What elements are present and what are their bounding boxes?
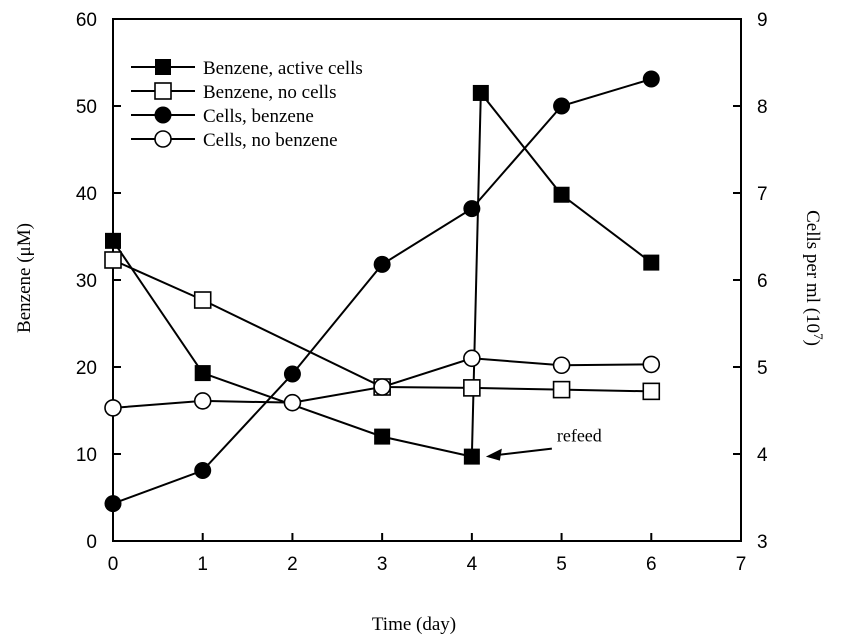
y-right-tick-label: 7 bbox=[757, 184, 768, 205]
y-left-tick-label: 20 bbox=[76, 358, 97, 379]
y-axis-right-title-exponent: 7 bbox=[812, 333, 827, 340]
series-line bbox=[112, 259, 652, 393]
x-tick-label: 4 bbox=[467, 554, 478, 575]
y-right-tick-label: 9 bbox=[757, 10, 768, 31]
series-open-circle bbox=[104, 349, 661, 417]
legend: Benzene, active cells Benzene, no cells Ce… bbox=[131, 58, 363, 151]
data-point bbox=[194, 365, 211, 382]
y-right-tick-label: 4 bbox=[757, 445, 768, 466]
y-axis-right-title-close: ) bbox=[802, 340, 823, 346]
legend-marker bbox=[154, 106, 172, 124]
data-point bbox=[104, 251, 122, 269]
data-series bbox=[104, 70, 661, 513]
y-right-tick-label: 6 bbox=[757, 271, 768, 292]
annotation-arrow-head bbox=[485, 448, 502, 461]
y-right-tick-label: 8 bbox=[757, 97, 768, 118]
y-left-tick-label: 30 bbox=[76, 271, 97, 292]
data-point bbox=[553, 97, 571, 115]
data-point bbox=[642, 70, 660, 88]
data-point bbox=[193, 392, 212, 410]
data-point bbox=[553, 186, 570, 203]
data-point bbox=[373, 255, 391, 273]
x-tick-label: 0 bbox=[108, 554, 119, 575]
data-point bbox=[105, 232, 121, 249]
legend-marker bbox=[155, 59, 171, 75]
x-tick-label: 6 bbox=[646, 554, 657, 575]
legend-marker bbox=[154, 130, 172, 148]
y-right-tick-label: 5 bbox=[757, 358, 768, 379]
data-point bbox=[552, 356, 571, 375]
series-filled-circle bbox=[104, 70, 660, 513]
data-point bbox=[104, 495, 122, 513]
data-point bbox=[193, 291, 212, 309]
x-tick-label: 2 bbox=[287, 554, 298, 575]
data-point bbox=[472, 84, 489, 101]
data-point bbox=[643, 254, 660, 271]
legend-label: Cells, benzene bbox=[203, 106, 314, 127]
axes bbox=[112, 18, 742, 542]
data-point bbox=[642, 355, 661, 374]
legend-label: Cells, no benzene bbox=[203, 130, 338, 151]
y-axis-right-title-base: Cells per ml (10 bbox=[802, 210, 823, 333]
x-tick-label: 3 bbox=[377, 554, 388, 575]
x-tick-label: 5 bbox=[556, 554, 567, 575]
data-point bbox=[373, 378, 391, 396]
data-point bbox=[374, 428, 391, 445]
y-left-tick-label: 40 bbox=[76, 184, 97, 205]
series-filled-square bbox=[105, 84, 660, 465]
data-point bbox=[283, 365, 301, 383]
series-open-square bbox=[104, 251, 661, 401]
annotation-arrow-line bbox=[491, 447, 552, 457]
legend-label: Benzene, active cells bbox=[203, 58, 363, 79]
data-point bbox=[283, 393, 302, 412]
y-left-tick-label: 60 bbox=[76, 10, 97, 31]
y-axis-right-title: Cells per ml (107) bbox=[802, 210, 827, 346]
y-right-tick-label: 3 bbox=[757, 532, 768, 553]
y-axis-left-title: Benzene (μM) bbox=[14, 223, 35, 333]
data-point bbox=[642, 382, 661, 401]
data-point bbox=[463, 200, 481, 218]
x-axis-title: Time (day) bbox=[372, 614, 456, 635]
data-point bbox=[463, 349, 481, 368]
data-point bbox=[552, 380, 571, 399]
x-tick-label: 1 bbox=[197, 554, 208, 575]
y-left-tick-label: 10 bbox=[76, 445, 97, 466]
data-point bbox=[463, 448, 480, 465]
data-point bbox=[194, 462, 212, 480]
data-point bbox=[463, 379, 481, 397]
annotations: refeed bbox=[485, 426, 602, 461]
x-tick-label: 7 bbox=[736, 554, 747, 575]
tick-labels: 0 1 2 3 4 5 6 7 0 10 20 30 40 50 60 3 4 5 6 7 8 9 bbox=[76, 10, 768, 575]
legend-label: Benzene, no cells bbox=[203, 82, 336, 103]
data-point bbox=[104, 399, 122, 417]
y-left-tick-label: 50 bbox=[76, 97, 97, 118]
legend-marker bbox=[154, 82, 172, 100]
annotation-label: refeed bbox=[557, 426, 602, 446]
y-left-tick-label: 0 bbox=[86, 532, 97, 553]
